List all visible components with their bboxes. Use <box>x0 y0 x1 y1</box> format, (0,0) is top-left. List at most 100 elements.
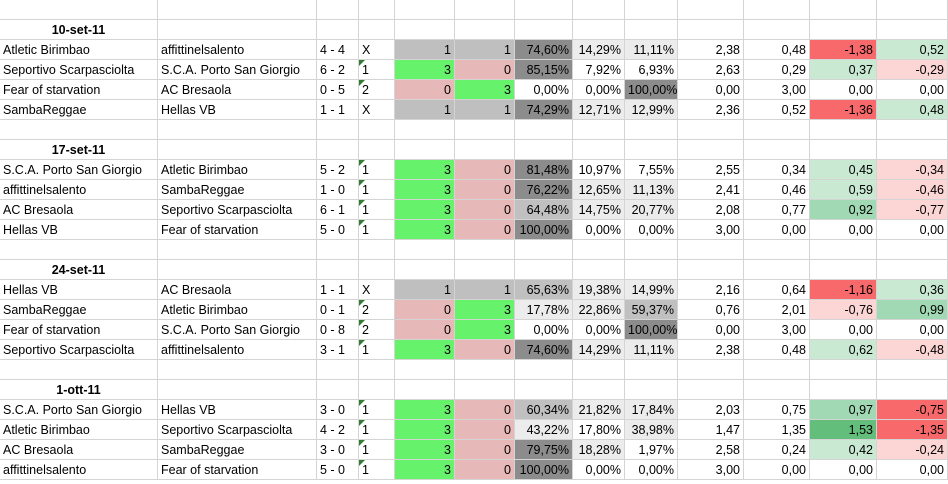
cell-d1[interactable]: 1,53 <box>810 420 877 440</box>
empty-cell[interactable] <box>395 140 455 160</box>
empty-cell[interactable] <box>678 20 744 40</box>
cell-e1[interactable]: 2,03 <box>678 400 744 420</box>
cell-p1[interactable]: 17,78% <box>515 300 573 320</box>
cell-p1[interactable]: 85,15% <box>515 60 573 80</box>
empty-cell[interactable] <box>678 120 744 140</box>
cell-e2[interactable]: 1,35 <box>744 420 810 440</box>
cell-p1[interactable]: 100,00% <box>515 220 573 240</box>
empty-cell[interactable] <box>395 240 455 260</box>
empty-cell[interactable] <box>810 260 877 280</box>
cell-e2[interactable]: 0,64 <box>744 280 810 300</box>
cell-score[interactable]: 1 - 0 <box>317 180 359 200</box>
cell-d2[interactable]: 0,52 <box>877 40 948 60</box>
empty-cell[interactable] <box>317 120 359 140</box>
empty-cell[interactable] <box>0 240 158 260</box>
cell-home[interactable]: Fear of starvation <box>0 320 158 340</box>
empty-cell[interactable] <box>573 360 625 380</box>
empty-cell[interactable] <box>395 120 455 140</box>
cell-d1[interactable]: 0,97 <box>810 400 877 420</box>
empty-cell[interactable] <box>395 0 455 20</box>
cell-px[interactable]: 14,29% <box>573 340 625 360</box>
empty-cell[interactable] <box>573 0 625 20</box>
cell-e1[interactable]: 0,00 <box>678 320 744 340</box>
empty-cell[interactable] <box>455 120 515 140</box>
empty-cell[interactable] <box>744 240 810 260</box>
empty-cell[interactable] <box>625 360 678 380</box>
cell-sign[interactable]: 2 <box>359 320 395 340</box>
cell-score[interactable]: 6 - 1 <box>317 200 359 220</box>
cell-home[interactable]: affittinelsalento <box>0 180 158 200</box>
cell-px[interactable]: 0,00% <box>573 220 625 240</box>
cell-score[interactable]: 4 - 4 <box>317 40 359 60</box>
cell-d1[interactable]: 0,45 <box>810 160 877 180</box>
cell-e1[interactable]: 2,38 <box>678 340 744 360</box>
empty-cell[interactable] <box>395 260 455 280</box>
empty-cell[interactable] <box>515 120 573 140</box>
cell-away[interactable]: Seportivo Scarpasciolta <box>158 420 317 440</box>
cell-e2[interactable]: 0,24 <box>744 440 810 460</box>
cell-d1[interactable]: 0,42 <box>810 440 877 460</box>
cell-away[interactable]: Seportivo Scarpasciolta <box>158 200 317 220</box>
cell-h[interactable]: 1 <box>395 280 455 300</box>
cell-h[interactable]: 0 <box>395 80 455 100</box>
cell-d1[interactable]: -1,36 <box>810 100 877 120</box>
cell-p2[interactable]: 7,55% <box>625 160 678 180</box>
empty-cell[interactable] <box>877 260 948 280</box>
empty-cell[interactable] <box>158 0 317 20</box>
round-date-cell[interactable]: 10-set-11 <box>0 20 158 40</box>
cell-score[interactable]: 3 - 0 <box>317 400 359 420</box>
cell-p1[interactable]: 60,34% <box>515 400 573 420</box>
cell-e2[interactable]: 0,48 <box>744 40 810 60</box>
empty-cell[interactable] <box>625 260 678 280</box>
empty-cell[interactable] <box>317 360 359 380</box>
cell-a[interactable]: 0 <box>455 160 515 180</box>
empty-cell[interactable] <box>678 240 744 260</box>
cell-a[interactable]: 0 <box>455 180 515 200</box>
empty-cell[interactable] <box>744 0 810 20</box>
cell-h[interactable]: 3 <box>395 60 455 80</box>
empty-cell[interactable] <box>625 380 678 400</box>
cell-px[interactable]: 12,71% <box>573 100 625 120</box>
cell-px[interactable]: 19,38% <box>573 280 625 300</box>
cell-a[interactable]: 3 <box>455 80 515 100</box>
cell-d2[interactable]: -0,29 <box>877 60 948 80</box>
empty-cell[interactable] <box>395 380 455 400</box>
cell-p2[interactable]: 11,11% <box>625 40 678 60</box>
empty-cell[interactable] <box>455 260 515 280</box>
cell-e2[interactable]: 0,00 <box>744 220 810 240</box>
cell-d2[interactable]: 0,00 <box>877 80 948 100</box>
cell-score[interactable]: 0 - 1 <box>317 300 359 320</box>
cell-score[interactable]: 1 - 1 <box>317 280 359 300</box>
cell-d2[interactable]: 0,36 <box>877 280 948 300</box>
cell-e2[interactable]: 0,48 <box>744 340 810 360</box>
cell-a[interactable]: 0 <box>455 60 515 80</box>
cell-a[interactable]: 0 <box>455 340 515 360</box>
cell-sign[interactable]: 1 <box>359 180 395 200</box>
cell-sign[interactable]: 1 <box>359 400 395 420</box>
cell-sign[interactable]: X <box>359 40 395 60</box>
cell-e2[interactable]: 3,00 <box>744 320 810 340</box>
cell-sign[interactable]: 2 <box>359 80 395 100</box>
cell-away[interactable]: AC Bresaola <box>158 80 317 100</box>
cell-px[interactable]: 0,00% <box>573 320 625 340</box>
empty-cell[interactable] <box>573 260 625 280</box>
empty-cell[interactable] <box>359 0 395 20</box>
cell-e2[interactable]: 0,29 <box>744 60 810 80</box>
cell-h[interactable]: 3 <box>395 160 455 180</box>
cell-away[interactable]: Hellas VB <box>158 100 317 120</box>
cell-p2[interactable]: 100,00% <box>625 80 678 100</box>
empty-cell[interactable] <box>625 0 678 20</box>
cell-h[interactable]: 3 <box>395 200 455 220</box>
cell-home[interactable]: Seportivo Scarpasciolta <box>0 340 158 360</box>
cell-a[interactable]: 1 <box>455 40 515 60</box>
cell-e1[interactable]: 1,47 <box>678 420 744 440</box>
cell-h[interactable]: 3 <box>395 460 455 480</box>
cell-e1[interactable]: 0,76 <box>678 300 744 320</box>
empty-cell[interactable] <box>317 260 359 280</box>
empty-cell[interactable] <box>515 360 573 380</box>
cell-d2[interactable]: 0,00 <box>877 220 948 240</box>
empty-cell[interactable] <box>744 360 810 380</box>
cell-away[interactable]: affittinelsalento <box>158 340 317 360</box>
empty-cell[interactable] <box>0 0 158 20</box>
cell-px[interactable]: 17,80% <box>573 420 625 440</box>
